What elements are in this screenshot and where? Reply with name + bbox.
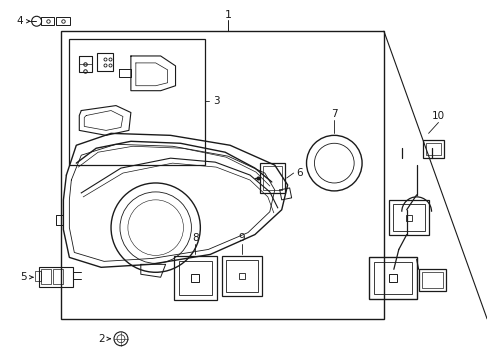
Bar (225, 260, 257, 292)
Text: 1: 1 (224, 10, 231, 20)
Text: 7: 7 (330, 108, 337, 118)
Bar (373, 262, 411, 294)
Bar (41, 269, 50, 284)
Bar (418, 269, 446, 291)
Bar (79, 56, 92, 64)
Bar (56, 17, 70, 25)
Bar (425, 143, 441, 155)
Bar (388, 200, 427, 235)
Bar (368, 257, 416, 299)
Bar (263, 166, 281, 190)
Bar (97, 53, 113, 71)
Bar (69, 39, 205, 165)
Text: 2: 2 (98, 334, 104, 344)
Bar (39, 267, 73, 287)
Text: 10: 10 (431, 111, 444, 121)
Bar (53, 269, 63, 284)
Bar (222, 256, 262, 296)
Text: 3: 3 (212, 96, 219, 105)
Bar (259, 163, 284, 193)
Bar (61, 31, 383, 319)
Text: 9: 9 (238, 233, 245, 243)
Text: 5: 5 (20, 272, 27, 282)
Bar (178, 261, 212, 295)
Bar (392, 204, 424, 231)
Bar (35, 271, 41, 281)
Text: 6: 6 (296, 168, 302, 178)
Bar (41, 17, 54, 25)
Bar (79, 56, 92, 72)
Bar (173, 256, 217, 300)
Text: 4: 4 (17, 16, 23, 26)
Bar (421, 272, 443, 288)
Text: 8: 8 (192, 233, 198, 243)
Bar (422, 140, 444, 158)
